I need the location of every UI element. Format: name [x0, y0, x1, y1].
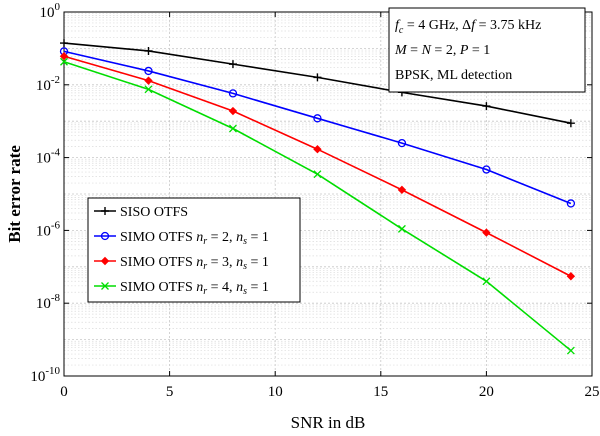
y-tick-label: 10-2 — [36, 74, 60, 94]
series-1-point — [144, 46, 153, 55]
legend: SISO OTFS SIMO OTFS nr = 2, ns = 1 SIMO OT… — [87, 197, 301, 303]
series-2-line — [63, 50, 572, 205]
series-3-point — [482, 228, 491, 237]
y-tick-label: 10-4 — [36, 147, 61, 167]
legend-swatch-marker — [101, 282, 109, 290]
series-3-point — [566, 272, 576, 281]
series-2-point — [566, 199, 576, 208]
legend-swatch-marker — [100, 231, 110, 241]
series-3 — [59, 52, 576, 281]
series-4-point — [482, 277, 491, 286]
series-3-point — [144, 76, 153, 85]
legend-label: SISO OTFS — [120, 205, 188, 220]
x-axis-label: SNR in dB — [291, 413, 366, 432]
annotation-frame — [388, 7, 586, 93]
series-3-point — [313, 145, 322, 154]
series-2-point — [144, 66, 153, 76]
series-2 — [59, 47, 576, 208]
axes: 0 5 10 15 20 25 10-10 10-8 10-6 10-4 10-2 100 — [30, 1, 599, 400]
series-1-point — [566, 119, 575, 128]
ann-params-3: BPSK, ML detection — [395, 68, 512, 83]
annotation-box: fc = 4 GHz, Δf = 3.75 kHz M = N = 2, P =… — [388, 7, 586, 93]
series-3-point — [59, 52, 69, 61]
legend-frame — [87, 197, 301, 303]
legend-entry-1: SISO OTFS — [94, 205, 188, 220]
series-3-point — [228, 106, 238, 116]
y-axis-label: Bit error rate — [5, 145, 24, 243]
legend-swatch-marker — [101, 207, 109, 215]
series-1-point — [228, 60, 237, 69]
series-2-point — [397, 138, 407, 148]
y-tick-label: 10-10 — [30, 365, 60, 385]
series-1 — [60, 39, 575, 128]
series-1-point — [60, 39, 68, 48]
plot-frame — [63, 11, 593, 377]
y-tick-label: 10-6 — [36, 219, 61, 239]
legend-entry-3: SIMO OTFS nr = 3, ns = 1 — [94, 255, 269, 272]
series-4-point — [397, 224, 406, 233]
x-tick-label: 5 — [166, 384, 174, 400]
series-2-point — [482, 165, 491, 174]
series-1-point — [482, 102, 491, 111]
x-tick-label: 15 — [373, 384, 388, 400]
y-tick-label: 10-8 — [36, 292, 61, 312]
x-tick-label: 10 — [268, 384, 283, 400]
x-tick-label: 0 — [60, 384, 68, 400]
x-tick-label: 20 — [479, 384, 494, 400]
legend-label: SIMO OTFS nr = 3, ns = 1 — [120, 255, 269, 272]
y-tick-label: 100 — [40, 1, 61, 21]
series-4-point — [313, 170, 322, 179]
series-2-point — [228, 89, 238, 98]
legend-entry-4: SIMO OTFS nr = 4, ns = 1 — [94, 280, 269, 297]
series-group — [59, 39, 576, 355]
legend-label: SIMO OTFS nr = 4, ns = 1 — [120, 280, 269, 297]
series-4 — [60, 57, 575, 355]
series-4-point — [60, 57, 68, 66]
series-4-point — [566, 346, 575, 355]
legend-swatch-marker — [100, 256, 110, 266]
legend-entry-2: SIMO OTFS nr = 2, ns = 1 — [94, 230, 269, 247]
series-2-point — [313, 114, 322, 123]
ann-params-2: M = N = 2, P = 1 — [394, 43, 490, 58]
legend-label: SIMO OTFS nr = 2, ns = 1 — [120, 230, 269, 247]
x-tick-label: 25 — [585, 384, 600, 400]
series-4-point — [229, 124, 237, 133]
series-1-point — [313, 73, 322, 82]
series-4-point — [144, 85, 153, 94]
series-3-point — [397, 185, 407, 195]
ann-params-1: fc = 4 GHz, Δf = 3.75 kHz — [395, 18, 541, 36]
